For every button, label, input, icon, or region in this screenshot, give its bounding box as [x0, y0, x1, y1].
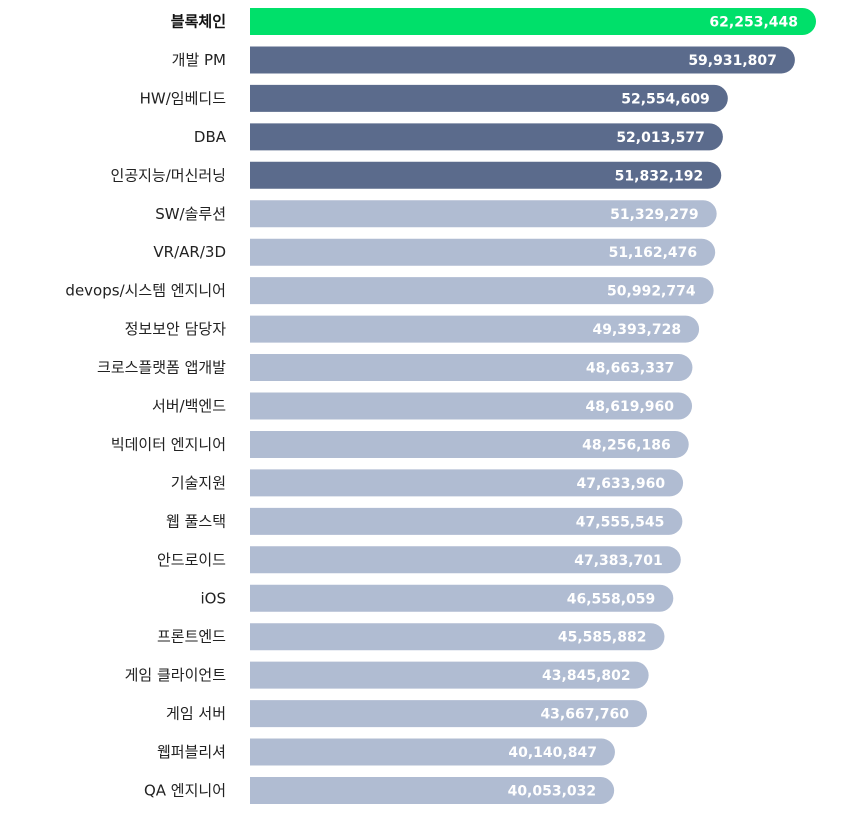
- bar: [250, 200, 717, 228]
- value-label: 48,663,337: [586, 361, 675, 377]
- value-label: 62,253,448: [709, 15, 798, 31]
- bar: [250, 238, 716, 266]
- value-label: 43,845,802: [542, 668, 631, 684]
- category-label: DBA: [194, 128, 227, 146]
- category-label: 게임 클라이언트: [125, 666, 227, 684]
- bar: [250, 8, 816, 35]
- bar: [250, 700, 648, 728]
- bar: [250, 546, 681, 574]
- category-label: 블록체인: [171, 13, 226, 31]
- value-label: 59,931,807: [688, 53, 777, 69]
- value-label: 46,558,059: [567, 591, 656, 607]
- category-label: 웹 풀스택: [166, 512, 226, 530]
- category-label: QA 엔지니어: [144, 782, 226, 800]
- category-label: 게임 서버: [166, 705, 226, 723]
- value-label: 40,140,847: [508, 745, 597, 761]
- category-label: SW/솔루션: [155, 205, 226, 223]
- bar: [250, 661, 649, 689]
- bars-group: 블록체인 62,253,448 개발 PM 59,931,807 HW/임베디드 52,5…: [65, 8, 816, 804]
- value-label: 47,383,701: [574, 553, 663, 569]
- value-label: 52,554,609: [621, 91, 710, 107]
- category-label: iOS: [201, 589, 227, 607]
- category-label: 서버/백엔드: [152, 397, 226, 415]
- bar: [250, 354, 693, 382]
- value-label: 45,585,882: [558, 630, 647, 646]
- category-label: devops/시스템 엔지니어: [65, 282, 226, 300]
- value-label: 47,633,960: [577, 476, 666, 492]
- bar: [250, 507, 683, 535]
- value-label: 51,329,279: [610, 207, 699, 223]
- value-label: 40,053,032: [508, 784, 597, 800]
- category-label: 웹퍼블리셔: [157, 743, 226, 761]
- category-label: VR/AR/3D: [153, 243, 226, 261]
- category-label: 기술지원: [171, 474, 226, 492]
- bar: [250, 392, 693, 420]
- value-label: 43,667,760: [540, 707, 629, 723]
- value-label: 47,555,545: [576, 514, 665, 530]
- bar: [250, 430, 689, 458]
- category-label: 안드로이드: [157, 551, 226, 569]
- value-label: 48,619,960: [585, 399, 674, 415]
- bar: [250, 315, 700, 343]
- bar: [250, 469, 684, 497]
- category-label: 빅데이터 엔지니어: [111, 435, 226, 453]
- category-label: 프론트엔드: [157, 628, 226, 646]
- value-label: 52,013,577: [616, 130, 705, 146]
- bar: [250, 123, 723, 151]
- value-label: 51,832,192: [615, 168, 704, 184]
- value-label: 49,393,728: [593, 322, 682, 338]
- category-label: HW/임베디드: [140, 89, 227, 107]
- value-label: 51,162,476: [609, 245, 698, 261]
- bar: [250, 584, 674, 612]
- bar: [250, 777, 615, 804]
- bar: [250, 738, 615, 766]
- value-label: 48,256,186: [582, 437, 671, 453]
- bar: [250, 623, 665, 651]
- bar: [250, 46, 795, 74]
- category-label: 개발 PM: [172, 51, 226, 69]
- category-label: 정보보안 담당자: [125, 320, 227, 338]
- category-label: 인공지능/머신러닝: [111, 166, 226, 184]
- value-label: 50,992,774: [607, 284, 696, 300]
- bar: [250, 277, 714, 305]
- bar: [250, 84, 728, 112]
- bar: [250, 161, 722, 189]
- category-label: 크로스플랫폼 앱개발: [97, 359, 226, 377]
